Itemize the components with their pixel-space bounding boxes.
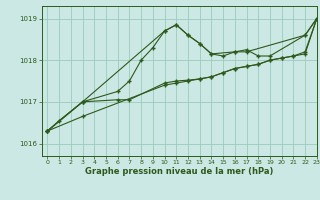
X-axis label: Graphe pression niveau de la mer (hPa): Graphe pression niveau de la mer (hPa) [85,167,273,176]
